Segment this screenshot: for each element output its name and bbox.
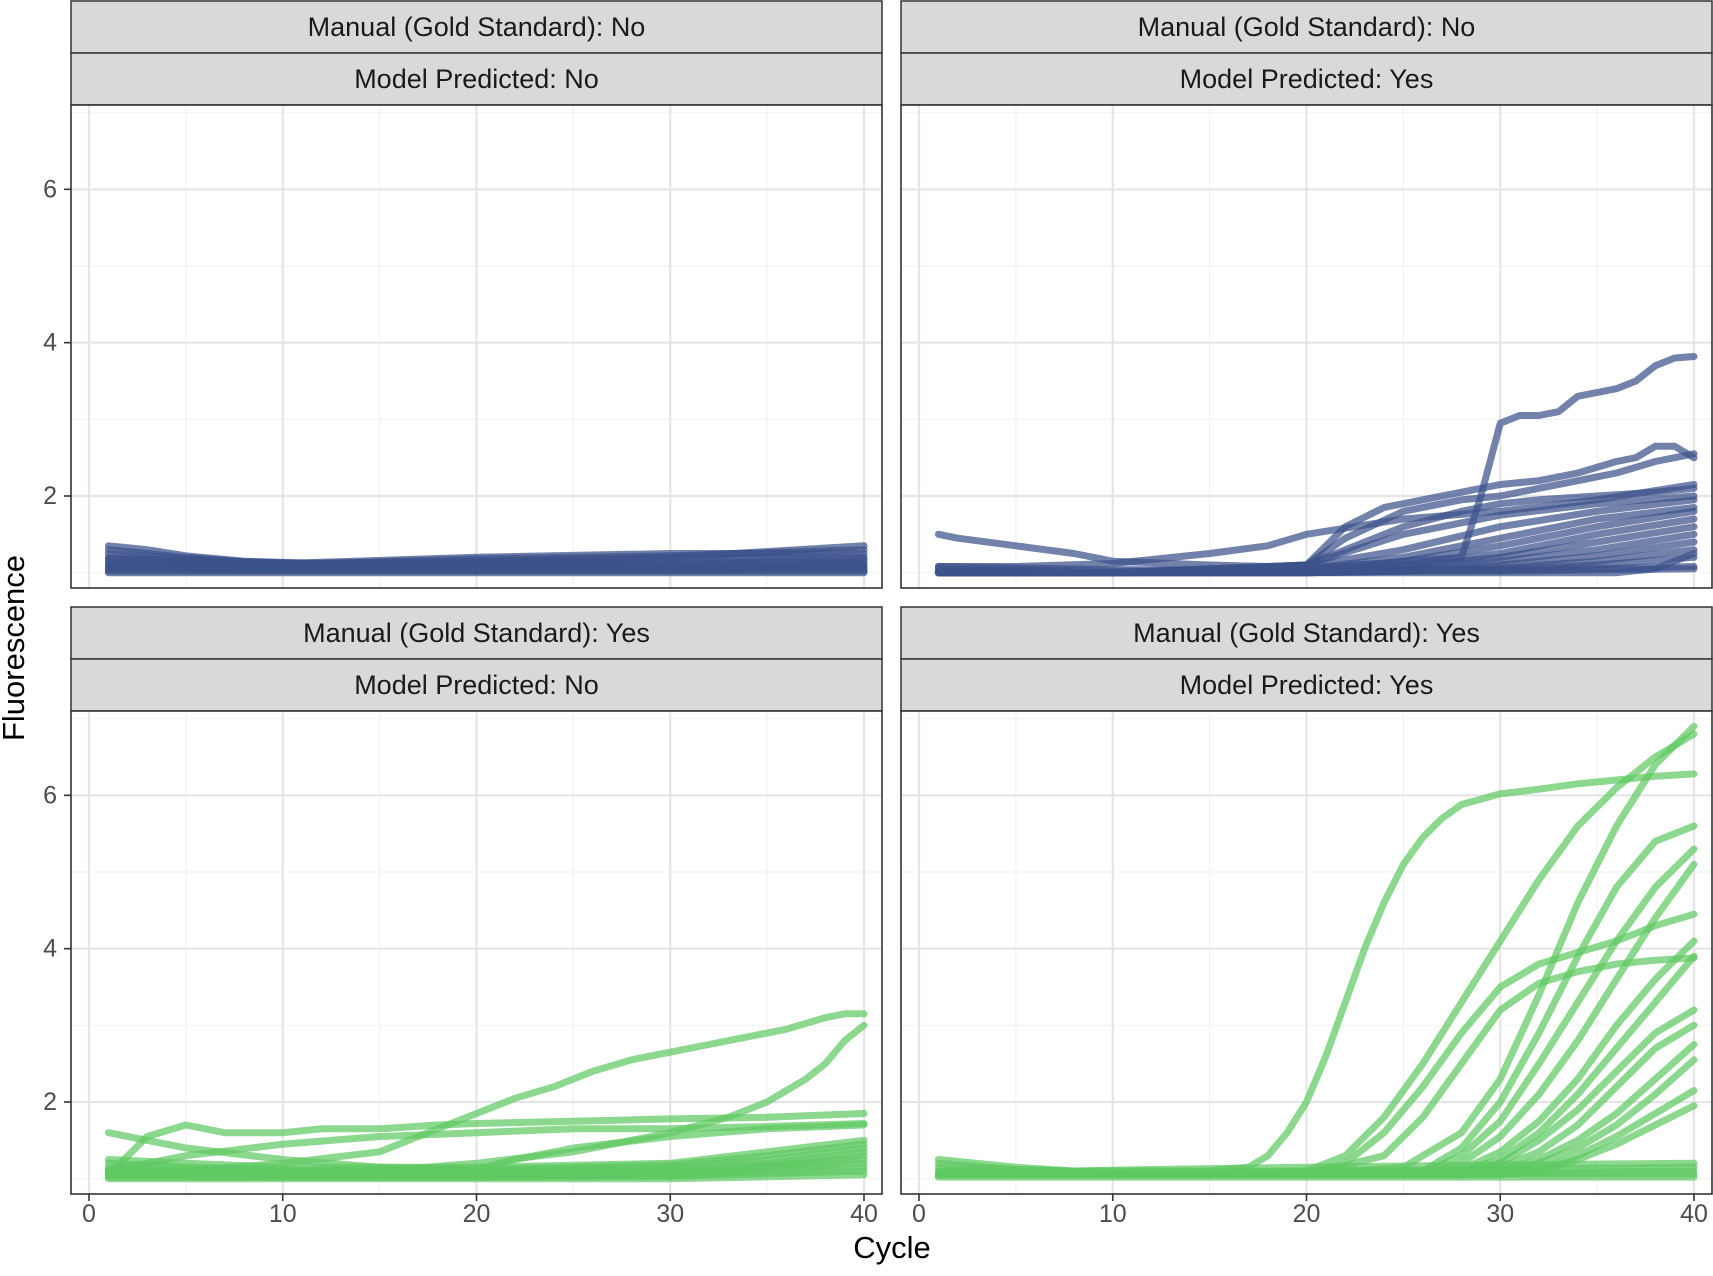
strip-bottom-background [70, 52, 883, 106]
strip-top-background [70, 0, 883, 54]
y-tick-label: 2 [43, 482, 57, 510]
x-tick-label: 20 [463, 1200, 491, 1228]
series-line [934, 770, 1698, 1175]
x-tick-label: 0 [82, 1200, 96, 1228]
y-tick-label: 6 [43, 175, 57, 203]
panel-border [900, 104, 1713, 589]
strip-top-background [900, 606, 1713, 660]
series-group [104, 1010, 868, 1183]
x-axis-title: Cycle [853, 1230, 931, 1265]
facet-panel: Manual (Gold Standard): Yes Model Predict… [43, 606, 883, 1228]
x-tick-label: 0 [912, 1200, 926, 1228]
strip-bottom-label: Model Predicted: No [354, 64, 599, 94]
strip-bottom-label: Model Predicted: Yes [1180, 64, 1434, 94]
strip-bottom-label: Model Predicted: Yes [1180, 670, 1434, 700]
x-tick-label: 30 [1486, 1200, 1514, 1228]
x-tick-label: 10 [1099, 1200, 1127, 1228]
panel-border [70, 104, 883, 589]
facet-panel: Manual (Gold Standard): No Model Predicte… [43, 0, 883, 589]
facet-panel: Manual (Gold Standard): No Model Predicte… [900, 0, 1713, 589]
strip-top-label: Manual (Gold Standard): Yes [1133, 618, 1480, 648]
y-tick-label: 2 [43, 1088, 57, 1116]
series-line [934, 450, 1698, 570]
facet-panel: Manual (Gold Standard): Yes Model Predict… [900, 606, 1713, 1228]
strip-bottom-label: Model Predicted: No [354, 670, 599, 700]
x-tick-label: 30 [656, 1200, 684, 1228]
strip-top-label: Manual (Gold Standard): No [1138, 12, 1476, 42]
strip-bottom-background [70, 658, 883, 712]
series-group [104, 542, 868, 577]
strip-bottom-background [900, 52, 1713, 106]
series-line [934, 563, 1698, 574]
x-tick-label: 40 [1680, 1200, 1708, 1228]
x-tick-label: 20 [1293, 1200, 1321, 1228]
series-line [104, 1010, 868, 1179]
series-group [934, 353, 1698, 577]
x-tick-label: 10 [269, 1200, 297, 1228]
y-tick-label: 4 [43, 935, 57, 963]
x-tick-label: 40 [850, 1200, 878, 1228]
strip-top-background [70, 606, 883, 660]
y-tick-label: 4 [43, 329, 57, 357]
series-line [104, 1110, 868, 1179]
strip-top-label: Manual (Gold Standard): No [308, 12, 646, 42]
panels-layer: Manual (Gold Standard): No Model Predicte… [43, 0, 1713, 1228]
strip-bottom-background [900, 658, 1713, 712]
y-tick-label: 6 [43, 781, 57, 809]
strip-top-label: Manual (Gold Standard): Yes [303, 618, 650, 648]
strip-top-background [900, 0, 1713, 54]
series-group [934, 722, 1698, 1181]
series-line [104, 1120, 868, 1175]
series-line [104, 1171, 868, 1183]
y-axis-title: Fluorescence [0, 555, 31, 741]
series-line [934, 481, 1698, 570]
